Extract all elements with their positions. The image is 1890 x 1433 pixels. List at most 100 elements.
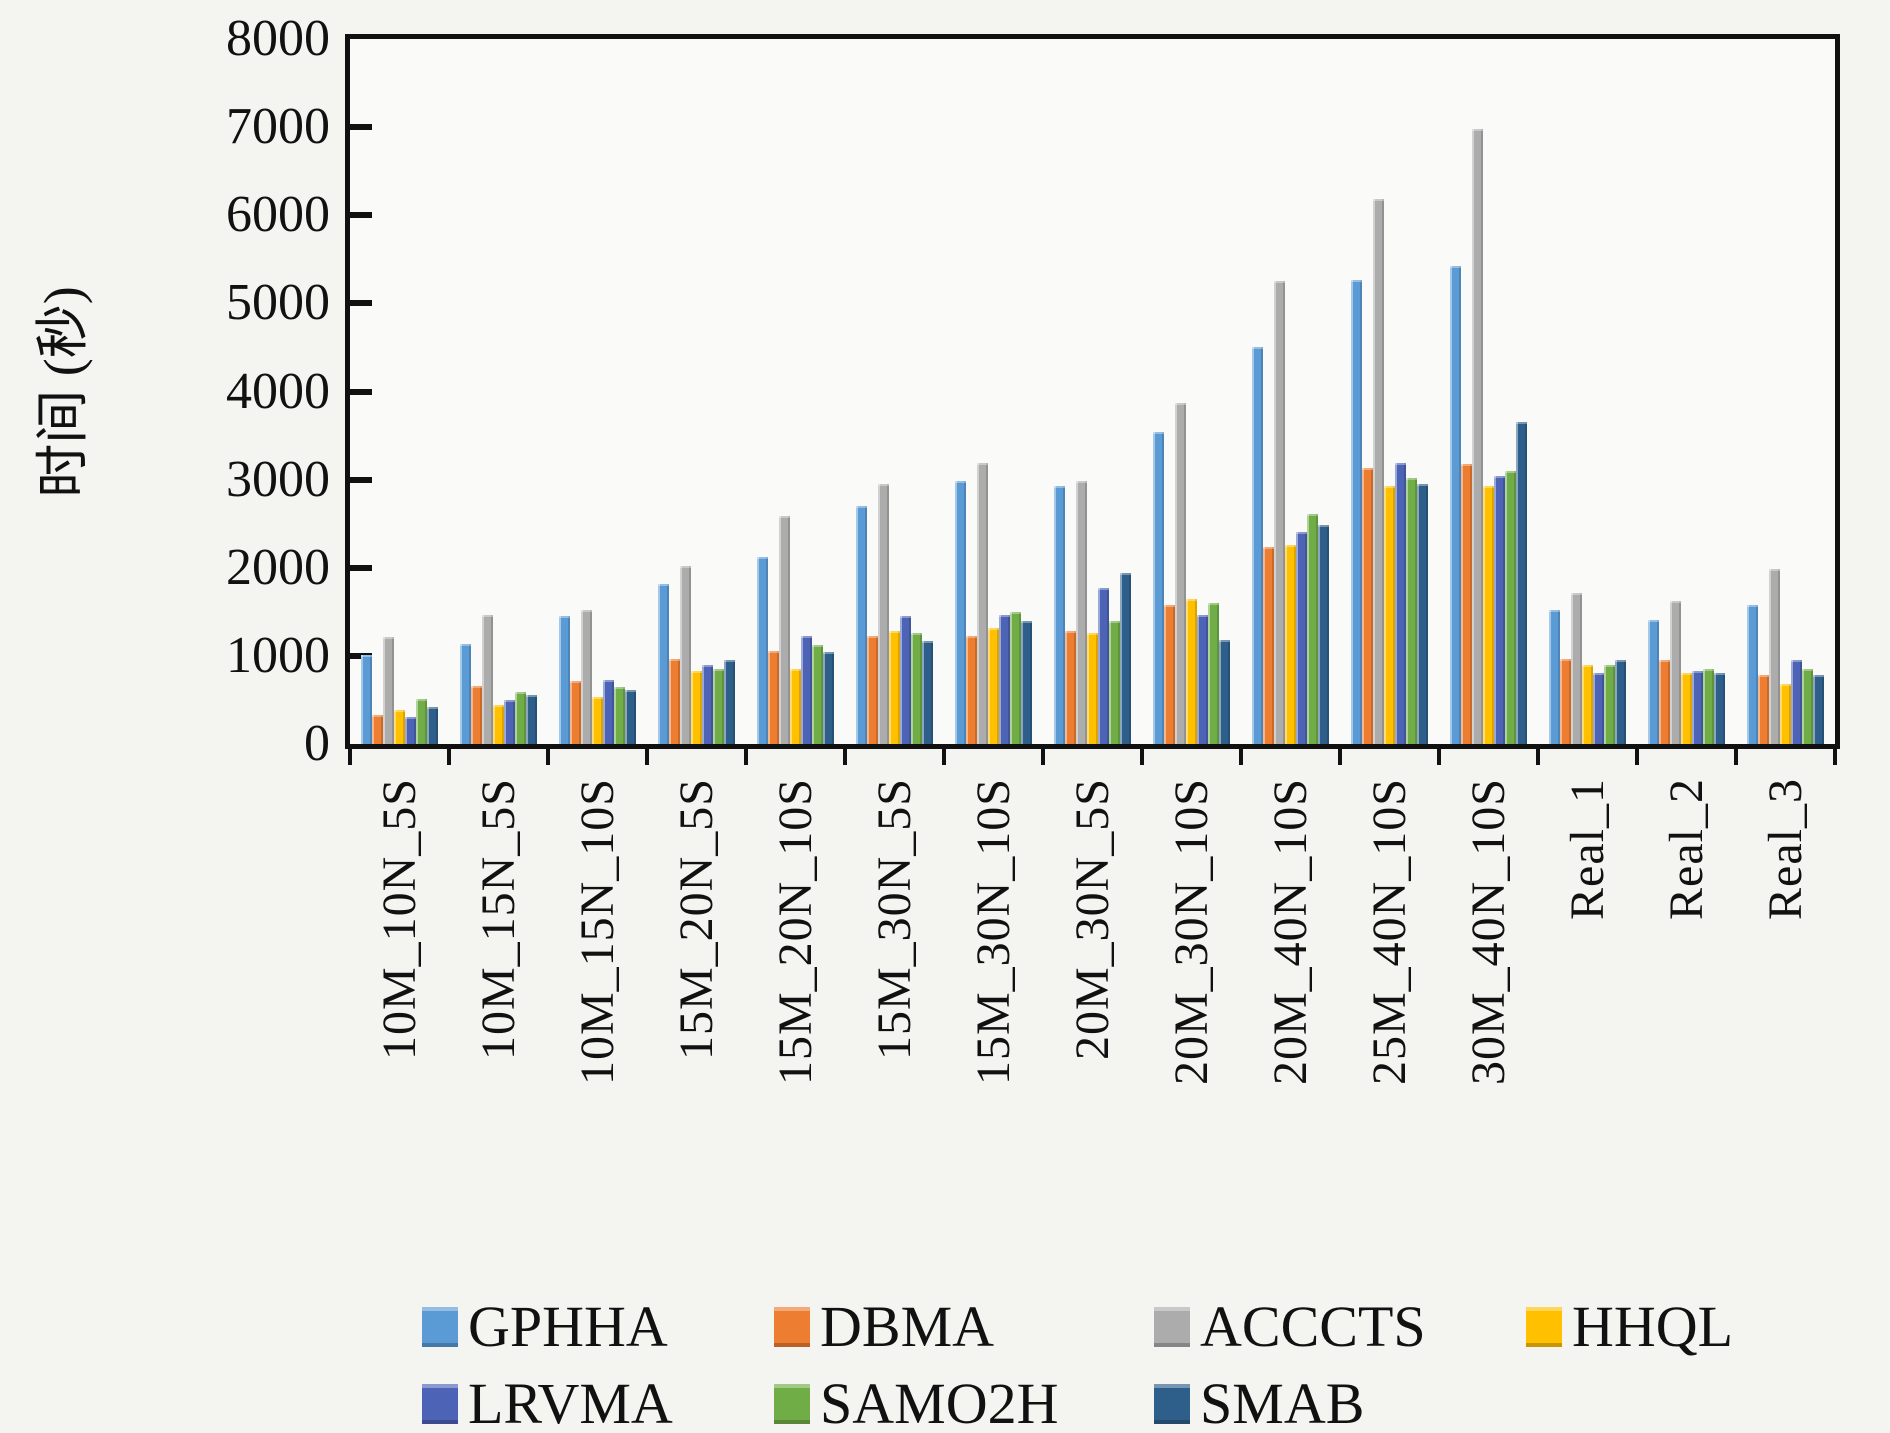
bar-lrvma-20m_30n_5s xyxy=(1098,588,1109,744)
bar-acccts-15m_30n_10s xyxy=(977,462,988,744)
bar-group xyxy=(1241,39,1340,744)
y-tick-label: 5000 xyxy=(226,274,330,332)
bar-gphha-10m_10n_5s xyxy=(361,655,372,744)
x-axis-tick xyxy=(447,749,451,765)
x-tick-label: 15M_20N_10S xyxy=(768,778,822,1086)
bar-lrvma-15m_30n_5s xyxy=(900,616,911,744)
x-axis-tick xyxy=(1833,749,1837,765)
x-axis-tick xyxy=(1734,749,1738,765)
x-tick-label: 20M_40N_10S xyxy=(1263,778,1317,1086)
y-axis-tick xyxy=(350,564,372,571)
x-tick-label: 15M_30N_10S xyxy=(966,778,1020,1086)
bar-samo2h-real_1 xyxy=(1604,664,1615,744)
bar-group xyxy=(548,39,647,744)
bar-smab-10m_15n_10s xyxy=(625,690,636,744)
bar-group xyxy=(1439,39,1538,744)
y-tick-label: 0 xyxy=(304,715,330,772)
legend-swatch-smab xyxy=(1154,1384,1190,1424)
y-tick-label: 7000 xyxy=(226,98,330,156)
bar-hhql-20m_30n_10s xyxy=(1186,598,1197,744)
bar-acccts-real_2 xyxy=(1670,601,1681,744)
bar-smab-15m_20n_10s xyxy=(823,652,834,744)
y-tick-label: 4000 xyxy=(226,362,330,420)
bar-acccts-10m_15n_10s xyxy=(581,610,592,744)
bar-dbma-10m_15n_10s xyxy=(570,680,581,744)
bar-group xyxy=(1637,39,1736,744)
x-tick-label: 15M_30N_5S xyxy=(867,778,921,1061)
bar-group xyxy=(449,39,548,744)
bar-group xyxy=(845,39,944,744)
x-axis-tick xyxy=(744,749,748,765)
bar-acccts-25m_40n_10s xyxy=(1373,198,1384,744)
bar-hhql-20m_40n_10s xyxy=(1285,544,1296,744)
bar-gphha-20m_30n_10s xyxy=(1153,432,1164,744)
legend-item-samo2h: SAMO2H xyxy=(774,1372,1059,1433)
bar-acccts-10m_15n_5s xyxy=(482,615,493,744)
bar-gphha-real_1 xyxy=(1549,610,1560,744)
bar-gphha-15m_20n_5s xyxy=(658,583,669,744)
bar-lrvma-25m_40n_10s xyxy=(1395,462,1406,744)
bar-hhql-real_2 xyxy=(1681,672,1692,744)
x-axis-tick xyxy=(1437,749,1441,765)
legend-item-acccts: ACCCTS xyxy=(1154,1295,1426,1359)
x-tick-label: 30M_40N_10S xyxy=(1461,778,1515,1086)
bar-lrvma-10m_15n_5s xyxy=(504,699,515,744)
y-axis-title: 时间 (秒) xyxy=(33,286,93,498)
bar-acccts-10m_10n_5s xyxy=(383,637,394,744)
bar-acccts-15m_30n_5s xyxy=(878,484,889,744)
bar-samo2h-10m_10n_5s xyxy=(416,699,427,744)
legend-swatch-samo2h xyxy=(774,1384,810,1424)
y-tick-label: 2000 xyxy=(226,538,330,596)
bar-samo2h-10m_15n_5s xyxy=(515,692,526,744)
bar-lrvma-real_3 xyxy=(1791,660,1802,744)
legend-label: LRVMA xyxy=(468,1371,673,1433)
x-axis-tick xyxy=(1239,749,1243,765)
legend-swatch-dbma xyxy=(774,1307,810,1347)
bar-lrvma-15m_30n_10s xyxy=(999,615,1010,744)
bar-samo2h-15m_30n_5s xyxy=(911,632,922,744)
legend-label: ACCCTS xyxy=(1200,1294,1426,1359)
bar-lrvma-20m_30n_10s xyxy=(1197,615,1208,744)
bar-gphha-25m_40n_10s xyxy=(1351,279,1362,744)
bar-smab-25m_40n_10s xyxy=(1417,484,1428,744)
bar-dbma-20m_30n_10s xyxy=(1164,604,1175,744)
bar-samo2h-25m_40n_10s xyxy=(1406,477,1417,744)
x-axis-tick xyxy=(1536,749,1540,765)
legend-swatch-lrvma xyxy=(422,1384,458,1424)
bar-samo2h-10m_15n_10s xyxy=(614,686,625,744)
x-axis-tick xyxy=(1140,749,1144,765)
bar-acccts-20m_40n_10s xyxy=(1274,281,1285,744)
bar-gphha-10m_15n_5s xyxy=(460,644,471,744)
bar-samo2h-15m_20n_10s xyxy=(812,645,823,744)
bar-lrvma-15m_20n_5s xyxy=(702,664,713,744)
legend-item-hhql: HHQL xyxy=(1526,1295,1733,1359)
bar-group xyxy=(944,39,1043,744)
bar-hhql-10m_10n_5s xyxy=(394,709,405,744)
bar-group xyxy=(1538,39,1637,744)
bar-lrvma-real_1 xyxy=(1593,672,1604,744)
bar-gphha-15m_20n_10s xyxy=(757,557,768,744)
bar-hhql-25m_40n_10s xyxy=(1384,485,1395,744)
bar-dbma-20m_40n_10s xyxy=(1263,547,1274,744)
x-tick-label: 15M_20N_5S xyxy=(669,778,723,1061)
bar-samo2h-real_3 xyxy=(1802,669,1813,744)
bar-hhql-15m_30n_10s xyxy=(988,627,999,744)
bar-gphha-20m_30n_5s xyxy=(1054,485,1065,744)
x-tick-label: 25M_40N_10S xyxy=(1362,778,1416,1086)
bar-gphha-real_2 xyxy=(1648,619,1659,744)
bar-acccts-real_1 xyxy=(1571,593,1582,744)
bar-hhql-real_3 xyxy=(1780,684,1791,744)
bar-hhql-15m_20n_10s xyxy=(790,669,801,744)
y-axis-tick xyxy=(350,300,372,307)
bar-dbma-15m_30n_10s xyxy=(966,635,977,744)
x-tick-label: Real_1 xyxy=(1560,778,1614,920)
bar-dbma-15m_20n_10s xyxy=(768,650,779,744)
legend-label: SAMO2H xyxy=(820,1371,1059,1433)
bar-hhql-real_1 xyxy=(1582,664,1593,744)
bar-smab-real_1 xyxy=(1615,660,1626,744)
x-axis-tick xyxy=(843,749,847,765)
bar-smab-15m_30n_5s xyxy=(922,640,933,744)
x-tick-label: Real_3 xyxy=(1758,778,1812,920)
x-tick-label: Real_2 xyxy=(1659,778,1713,920)
bar-hhql-10m_15n_5s xyxy=(493,705,504,744)
